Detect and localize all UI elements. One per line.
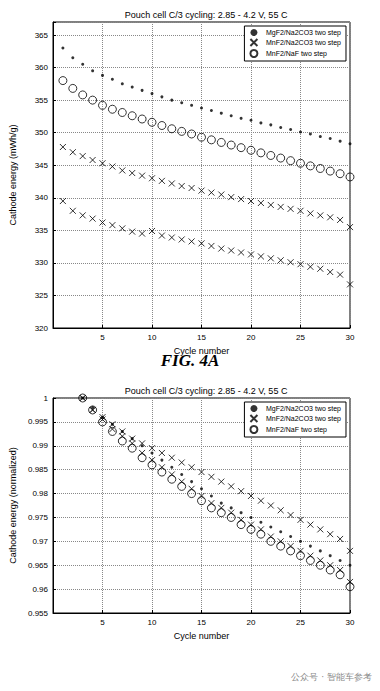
svg-text:Cycle number: Cycle number (174, 346, 230, 356)
svg-text:Pouch cell C/3 cycling: 2.85 -: Pouch cell C/3 cycling: 2.85 - 4.2 V, 55… (125, 386, 288, 396)
svg-text:345: 345 (35, 161, 49, 170)
svg-text:330: 330 (35, 258, 49, 267)
svg-text:360: 360 (35, 63, 49, 72)
svg-text:0.96: 0.96 (32, 585, 48, 594)
svg-text:0.965: 0.965 (28, 561, 49, 570)
svg-text:25: 25 (296, 618, 305, 627)
svg-text:0.98: 0.98 (32, 489, 48, 498)
svg-text:0.995: 0.995 (28, 417, 49, 426)
svg-text:15: 15 (197, 618, 206, 627)
svg-text:365: 365 (35, 31, 49, 40)
svg-text:MgF2/Na2CO3 two step: MgF2/Na2CO3 two step (266, 29, 341, 37)
svg-text:0.985: 0.985 (28, 465, 49, 474)
svg-text:Cycle number: Cycle number (174, 631, 230, 641)
svg-text:FIG. 4A: FIG. 4A (160, 351, 220, 370)
svg-text:MnF2/NaF two step: MnF2/NaF two step (266, 50, 327, 58)
svg-text:0.99: 0.99 (32, 441, 48, 450)
svg-text:15: 15 (197, 333, 206, 342)
svg-text:320: 320 (35, 324, 49, 333)
svg-text:公众号 · 智能车参考: 公众号 · 智能车参考 (291, 672, 372, 682)
svg-text:30: 30 (346, 333, 355, 342)
svg-text:20: 20 (247, 618, 256, 627)
svg-text:10: 10 (148, 333, 157, 342)
svg-text:Cathode energy (normalized): Cathode energy (normalized) (8, 447, 18, 564)
svg-text:MnF2/Na2CO3 two step: MnF2/Na2CO3 two step (266, 39, 341, 47)
svg-text:1: 1 (44, 394, 49, 403)
svg-text:Pouch cell C/3 cycling: 2.85 -: Pouch cell C/3 cycling: 2.85 - 4.2 V, 55… (125, 10, 288, 20)
svg-text:25: 25 (296, 333, 305, 342)
svg-text:MnF2/NaF two step: MnF2/NaF two step (266, 426, 327, 434)
svg-text:0.975: 0.975 (28, 513, 49, 522)
svg-text:MgF2/Na2CO3 two step: MgF2/Na2CO3 two step (266, 405, 341, 413)
svg-text:20: 20 (247, 333, 256, 342)
svg-text:350: 350 (35, 128, 49, 137)
svg-text:Cathode energy (mWh/g): Cathode energy (mWh/g) (8, 124, 18, 225)
svg-text:MnF2/Na2CO3 two step: MnF2/Na2CO3 two step (266, 415, 341, 423)
svg-text:340: 340 (35, 193, 49, 202)
svg-text:335: 335 (35, 226, 49, 235)
svg-text:355: 355 (35, 96, 49, 105)
svg-text:325: 325 (35, 291, 49, 300)
svg-text:0.955: 0.955 (28, 609, 49, 618)
svg-text:5: 5 (100, 618, 105, 627)
svg-text:0.97: 0.97 (32, 537, 48, 546)
svg-text:5: 5 (100, 333, 105, 342)
svg-text:30: 30 (346, 618, 355, 627)
svg-text:10: 10 (148, 618, 157, 627)
